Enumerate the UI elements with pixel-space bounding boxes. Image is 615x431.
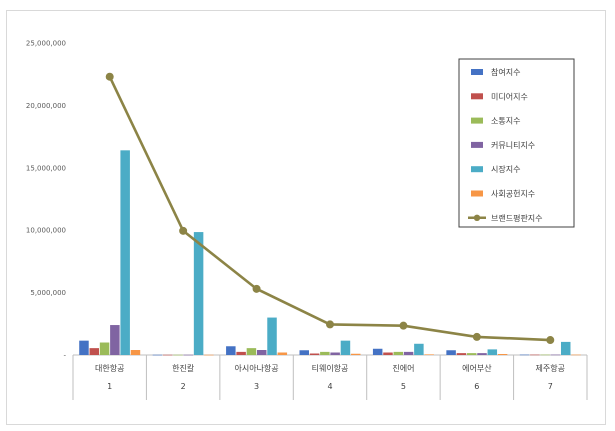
line-point: [252, 284, 261, 293]
bar: [424, 354, 434, 355]
legend-label: 커뮤니티지수: [491, 140, 535, 150]
category-label: 한진칼: [172, 363, 195, 373]
line-point: [179, 226, 188, 235]
legend-swatch: [471, 93, 483, 100]
bar: [351, 353, 361, 355]
bar: [466, 353, 477, 355]
bar: [330, 352, 340, 355]
bar: [530, 354, 540, 356]
bar: [477, 353, 487, 355]
bar: [393, 351, 404, 355]
bar: [110, 325, 120, 355]
line-point: [399, 321, 408, 330]
bar: [414, 343, 424, 355]
bar: [162, 354, 173, 356]
legend-swatch: [471, 117, 483, 124]
y-tick-label: 25,000,000: [26, 40, 66, 48]
bar: [99, 342, 110, 355]
line-point: [326, 320, 334, 329]
bar: [79, 340, 89, 355]
bar: [487, 349, 498, 355]
category-label: 에어부산: [462, 363, 492, 373]
bar: [277, 352, 288, 355]
bar: [320, 351, 330, 355]
category-label: 진에어: [392, 363, 414, 373]
y-tick-label: 20,000,000: [26, 102, 66, 110]
category-number: 5: [401, 382, 406, 391]
y-tick-label: 5,000,000: [30, 289, 66, 297]
bar: [299, 350, 309, 355]
category-number: 2: [181, 382, 186, 391]
category-number: 1: [107, 382, 112, 391]
line-point: [105, 72, 114, 81]
bar: [372, 348, 383, 355]
y-tick-label: 10,000,000: [26, 227, 66, 235]
category-label: 제주항공: [536, 364, 565, 373]
legend-label: 사회공헌지수: [491, 190, 535, 199]
bar: [193, 232, 204, 355]
bar: [446, 350, 456, 355]
bar: [340, 340, 351, 355]
legend-label: 브랜드평판지수: [491, 213, 543, 223]
bar: [550, 354, 561, 356]
category-number: 6: [474, 382, 479, 391]
legend-label: 미디어지수: [491, 91, 528, 101]
bar: [403, 351, 414, 355]
bar: [204, 354, 214, 356]
category-label: 티웨이항공: [312, 363, 349, 373]
bar: [226, 346, 236, 355]
bar: [267, 317, 277, 355]
bar: [256, 350, 267, 355]
y-tick-label: 15,000,000: [26, 164, 66, 172]
bar: [152, 354, 163, 356]
bar: [456, 353, 467, 355]
bar: [183, 354, 194, 356]
legend-label: 소통지수: [491, 117, 520, 126]
bar: [519, 354, 530, 356]
legend-swatch: [471, 141, 483, 148]
bar: [246, 348, 257, 355]
bar: [89, 348, 100, 355]
bar: [383, 352, 393, 355]
line-point: [472, 332, 481, 341]
bar: [497, 354, 508, 355]
legend-label: 시장지수: [491, 164, 520, 174]
bar: [571, 354, 581, 356]
legend-swatch: [471, 190, 483, 197]
category-label: 아시아나항공: [234, 363, 278, 373]
category-number: 3: [254, 382, 259, 391]
category-label: 대한항공: [95, 364, 124, 373]
legend-swatch: [471, 166, 483, 173]
bar: [173, 354, 183, 356]
legend-swatch: [471, 69, 483, 75]
bar: [309, 353, 320, 355]
bar: [236, 351, 246, 355]
line-point: [546, 336, 555, 345]
bar: [120, 150, 130, 355]
legend-label: 참여지수: [491, 67, 520, 77]
bar: [560, 341, 571, 355]
bar: [130, 350, 141, 355]
category-number: 7: [548, 382, 553, 391]
legend-line-marker: [473, 214, 481, 221]
y-tick-label: -: [63, 352, 66, 360]
bar: [540, 354, 550, 356]
category-number: 4: [327, 382, 332, 391]
